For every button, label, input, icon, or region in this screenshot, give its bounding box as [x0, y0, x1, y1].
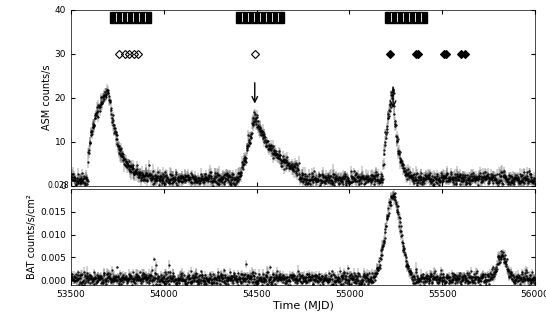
Text: 0.028: 0.028	[48, 181, 69, 190]
Y-axis label: BAT counts/s/cm²: BAT counts/s/cm²	[27, 195, 38, 279]
X-axis label: Time (MJD): Time (MJD)	[272, 301, 334, 311]
Y-axis label: ASM counts/s: ASM counts/s	[42, 65, 52, 130]
Bar	[385, 12, 428, 23]
Bar	[110, 12, 151, 23]
Bar	[236, 12, 284, 23]
